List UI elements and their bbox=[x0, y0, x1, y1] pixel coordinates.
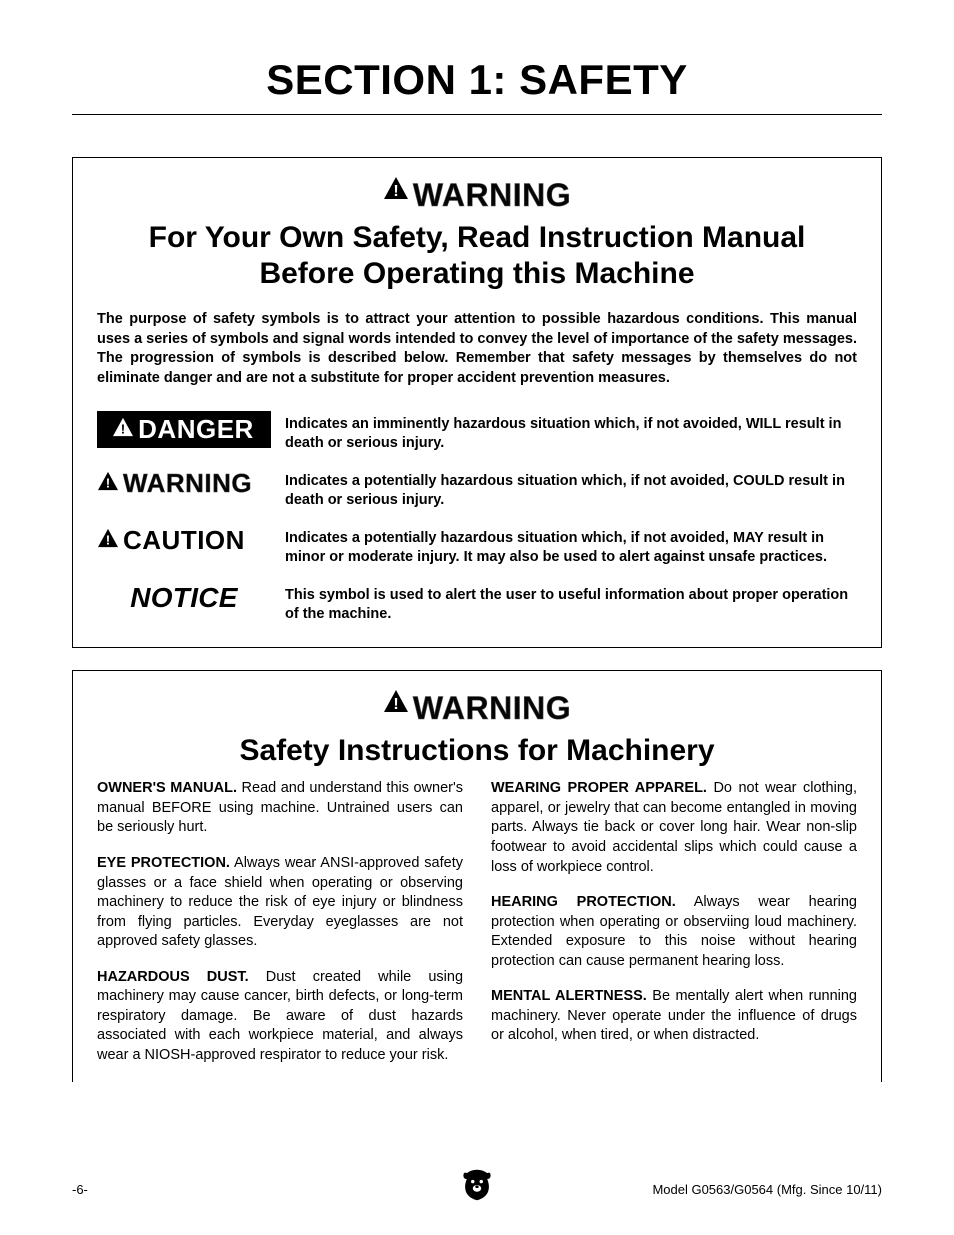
warning-label-wrap: ! WARNING bbox=[97, 468, 271, 499]
danger-desc: Indicates an imminently hazardous situat… bbox=[285, 411, 857, 454]
signal-row-notice: NOTICE This symbol is used to alert the … bbox=[97, 582, 857, 625]
notice-desc: This symbol is used to alert the user to… bbox=[285, 582, 857, 625]
warning-triangle-icon: ! bbox=[97, 528, 119, 553]
danger-label: DANGER bbox=[138, 414, 254, 445]
caution-label-wrap: ! CAUTION bbox=[97, 525, 271, 556]
right-column: WEARING PROPER APPAREL. Do not wear clot… bbox=[491, 779, 857, 1081]
warning-triangle-icon: ! bbox=[112, 417, 134, 442]
warning-triangle-icon: ! bbox=[97, 471, 119, 496]
svg-text:!: ! bbox=[393, 183, 398, 200]
signal-row-caution: ! CAUTION Indicates a potentially hazard… bbox=[97, 525, 857, 568]
panel1-subtitle: For Your Own Safety, Read Instruction Ma… bbox=[97, 220, 857, 292]
warning-triangle-icon: ! bbox=[383, 689, 409, 718]
para-hearing-protection: HEARING PROTECTION. Always wear hearing … bbox=[491, 893, 857, 971]
caution-label: CAUTION bbox=[123, 525, 245, 556]
svg-text:!: ! bbox=[393, 696, 398, 713]
caution-desc: Indicates a potentially hazardous situat… bbox=[285, 525, 857, 568]
panel2-subtitle: Safety Instructions for Machinery bbox=[97, 733, 857, 769]
para-owners-manual: OWNER'S MANUAL. Read and understand this… bbox=[97, 779, 463, 838]
svg-text:!: ! bbox=[106, 532, 110, 547]
para-eye-protection: EYE PROTECTION. Always wear ANSI-approve… bbox=[97, 854, 463, 952]
svg-text:!: ! bbox=[121, 421, 125, 436]
panel1-intro: The purpose of safety symbols is to attr… bbox=[97, 310, 857, 388]
section-title: SECTION 1: SAFETY bbox=[72, 56, 882, 115]
signal-row-warning: ! WARNING Indicates a potentially hazard… bbox=[97, 468, 857, 511]
page-number: -6- bbox=[72, 1182, 88, 1197]
danger-label-box: ! DANGER bbox=[97, 411, 271, 448]
para-mental-alertness: MENTAL ALERTNESS. Be mentally alert when… bbox=[491, 987, 857, 1046]
bear-icon bbox=[460, 1168, 494, 1202]
safety-intro-panel: ! WARNING For Your Own Safety, Read Inst… bbox=[72, 157, 882, 648]
warning-triangle-icon: ! bbox=[383, 176, 409, 205]
left-column: OWNER'S MANUAL. Read and understand this… bbox=[97, 779, 463, 1081]
para-proper-apparel: WEARING PROPER APPAREL. Do not wear clot… bbox=[491, 779, 857, 877]
warning-desc: Indicates a potentially hazardous situat… bbox=[285, 468, 857, 511]
instruction-columns: OWNER'S MANUAL. Read and understand this… bbox=[97, 779, 857, 1081]
warning-header: ! WARNING bbox=[97, 176, 857, 214]
model-info: Model G0563/G0564 (Mfg. Since 10/11) bbox=[652, 1182, 882, 1197]
signal-row-danger: ! DANGER Indicates an imminently hazardo… bbox=[97, 411, 857, 454]
warning-label: WARNING bbox=[123, 468, 252, 499]
warning-header-2: ! WARNING bbox=[97, 689, 857, 727]
notice-label-wrap: NOTICE bbox=[97, 582, 271, 614]
para-hazardous-dust: HAZARDOUS DUST. Dust created while using… bbox=[97, 968, 463, 1066]
svg-text:!: ! bbox=[106, 475, 110, 490]
warning-word-2: WARNING bbox=[413, 690, 571, 727]
notice-label: NOTICE bbox=[130, 582, 238, 614]
safety-instructions-panel: ! WARNING Safety Instructions for Machin… bbox=[72, 670, 882, 1082]
footer-logo bbox=[460, 1168, 494, 1207]
warning-word: WARNING bbox=[413, 177, 571, 214]
